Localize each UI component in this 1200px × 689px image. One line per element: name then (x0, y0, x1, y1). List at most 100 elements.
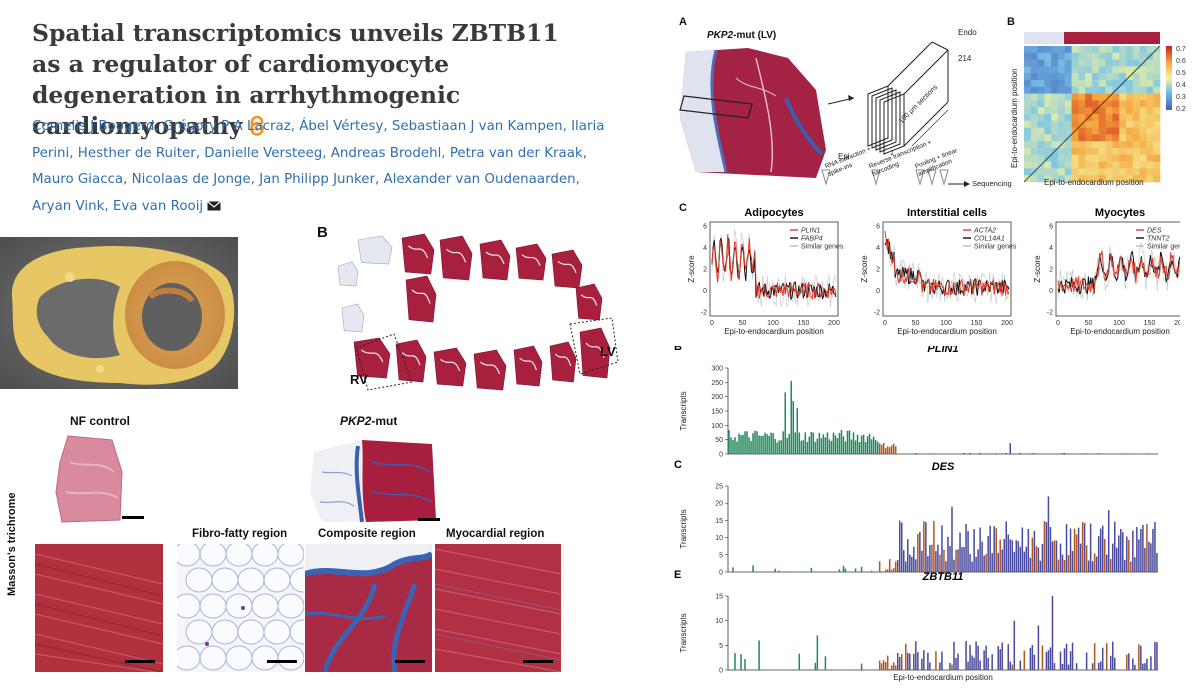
zscore-series-line (1057, 251, 1180, 294)
bar (802, 440, 805, 454)
zscore-xtick: 0 (710, 320, 714, 327)
bar (951, 506, 953, 572)
author-link[interactable]: Danielle Versteeg (204, 145, 323, 161)
bar (1053, 540, 1056, 572)
bar (744, 658, 746, 670)
zscore-ytick: 2 (1049, 267, 1053, 274)
heat-cell (1139, 52, 1147, 60)
heat-cell (1139, 46, 1147, 54)
bar (866, 436, 869, 454)
heat-cell (1051, 66, 1059, 74)
heat-cell (1105, 175, 1113, 183)
bar (1009, 661, 1012, 670)
author-link[interactable]: Hesther de Ruiter (77, 145, 196, 161)
bar (963, 453, 965, 454)
bar (1009, 443, 1012, 454)
heat-cell (1146, 161, 1154, 169)
author-link[interactable]: Petra van der Kraak (449, 145, 583, 161)
tissue-streak (519, 357, 537, 371)
heat-cell (1071, 175, 1079, 183)
bar (1103, 539, 1106, 572)
bar (907, 539, 909, 572)
bar (1128, 539, 1130, 572)
zscore-xtick: 0 (883, 320, 887, 327)
bar (1134, 557, 1136, 572)
bar (1079, 543, 1082, 572)
bar (770, 432, 772, 454)
heat-cell (1024, 93, 1032, 101)
author-link[interactable]: Sebastiaan J van Kampen (391, 119, 563, 134)
author-link[interactable]: Ábel Vértesy (299, 119, 384, 134)
heat-cell (1078, 73, 1086, 81)
author-link[interactable]: Mauro Giacca (32, 172, 124, 187)
author-link[interactable]: Grégory P A Lacraz (163, 119, 291, 134)
bar-ytick: 5 (719, 643, 723, 650)
heat-cell (1132, 93, 1140, 101)
heat-cell (1071, 114, 1079, 122)
bar (903, 550, 905, 572)
bar (892, 568, 895, 572)
author-link[interactable]: Andreas Brodehl (330, 145, 442, 161)
bar (1065, 524, 1068, 572)
heat-cell (1126, 148, 1134, 156)
heat-cell (1030, 134, 1038, 142)
bar (995, 453, 997, 454)
heat-cell (1058, 100, 1066, 108)
author-link[interactable]: Alexander van Oudenaarden (383, 172, 576, 187)
bar (798, 432, 801, 454)
tissue-piece (433, 347, 467, 387)
heat-cell (1098, 134, 1106, 142)
bar (1025, 546, 1028, 572)
bar (884, 448, 887, 454)
zscore-xtick: 50 (912, 320, 920, 327)
bar (1085, 453, 1088, 454)
zscore-xtick: 100 (767, 320, 779, 327)
bar (1035, 546, 1038, 572)
heat-cell (1064, 127, 1072, 135)
heat-cell (1119, 127, 1127, 135)
heat-cell (1078, 59, 1086, 67)
heat-cell (1064, 114, 1072, 122)
bar (894, 446, 897, 454)
bar (959, 532, 961, 572)
heat-cell (1078, 66, 1086, 74)
author-link[interactable]: Nicolaas de Jonge (131, 172, 251, 187)
heat-cell (1058, 59, 1066, 67)
heat-cell (1132, 73, 1140, 81)
author-link[interactable]: Eva van Rooij (112, 198, 204, 214)
tissue-piece (473, 349, 507, 391)
zscore-frame (709, 221, 839, 317)
heat-cell (1085, 127, 1093, 135)
bar (1144, 663, 1146, 670)
author-link[interactable]: Ilaria Perini (32, 119, 605, 161)
bar (1015, 540, 1018, 572)
author-link[interactable]: Jan Philipp Junker (259, 172, 376, 187)
bar-ytick: 10 (715, 535, 723, 542)
heat-cell (1139, 66, 1147, 74)
bar (973, 657, 975, 670)
bar (1065, 643, 1068, 670)
histology-fibro-fatty (177, 544, 304, 672)
mail-icon[interactable] (207, 200, 222, 211)
heat-cell (1132, 120, 1140, 128)
heat-cell (1044, 175, 1052, 183)
heat-cell (1092, 52, 1100, 60)
heat-cell (1078, 141, 1086, 149)
author-link[interactable]: Cornelis J Boogerd (32, 119, 155, 134)
bar (874, 439, 877, 454)
heat-cell (1112, 52, 1120, 60)
heat-cell (1098, 120, 1106, 128)
author-separator: , (123, 172, 132, 187)
bar (1113, 657, 1116, 670)
bar-ytick: 15 (715, 594, 723, 601)
bar (967, 661, 969, 670)
adipocyte (277, 645, 304, 671)
bar (894, 561, 897, 572)
heat-cell (1098, 168, 1106, 176)
bar (1067, 664, 1070, 670)
heat-cell (1085, 134, 1093, 142)
author-link[interactable]: Aryan Vink (32, 198, 105, 214)
article-title: Spatial transcriptomics unveils ZBTB11 a… (32, 19, 559, 140)
bar (907, 652, 909, 670)
heat-cell (1146, 86, 1154, 94)
